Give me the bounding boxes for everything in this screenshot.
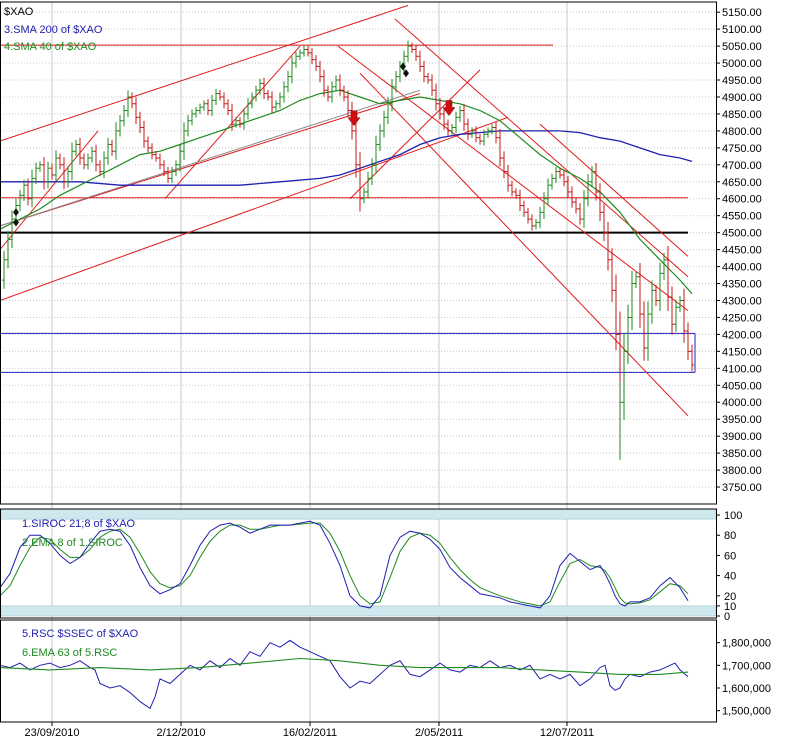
red-trend-line: [394, 18, 689, 278]
rsc-ema-line: [0, 657, 689, 675]
x-axis-tick-label: 16/02/2011: [283, 727, 337, 739]
diamond-marker: [13, 208, 19, 217]
red-trend-line: [0, 4, 409, 142]
siroc-legend-siroc: 1.SIROC 21;8 of $XAO: [22, 518, 136, 530]
siroc-y-tick-label: 20: [724, 591, 736, 603]
siroc-line: [0, 520, 689, 609]
sma40-line: [0, 89, 693, 295]
red-trend-line: [337, 45, 689, 312]
panel-border: [0, 508, 717, 619]
grey-regression-line: [0, 89, 421, 227]
price-y-tick-label: 4950.00: [722, 75, 762, 87]
price-y-tick-label: 4550.00: [722, 211, 762, 223]
diamond-marker: [13, 218, 19, 227]
x-axis-tick-label: 23/09/2010: [24, 727, 79, 739]
price-y-tick-label: 4900.00: [722, 92, 762, 104]
price-y-tick-label: 3800.00: [722, 465, 762, 477]
price-y-tick-label: 5150.00: [722, 7, 762, 19]
x-axis-tick-label: 12/07/2011: [540, 727, 594, 739]
price-y-tick-label: 5050.00: [722, 41, 762, 53]
red-trend-line: [359, 72, 689, 417]
price-y-tick-label: 3750.00: [722, 482, 762, 494]
price-y-tick-label: 4000.00: [722, 397, 762, 409]
panel-border: [0, 619, 717, 723]
price-y-tick-label: 5000.00: [722, 58, 762, 70]
red-trend-line: [0, 116, 509, 301]
siroc-y-tick-label: 60: [724, 550, 736, 562]
rsc-y-tick-label: 1,700,000: [722, 660, 771, 672]
price-y-tick-label: 4050.00: [722, 380, 762, 392]
rsc-y-tick-label: 1,600,000: [722, 683, 771, 695]
siroc-y-tick-label: 0: [724, 611, 730, 623]
price-y-tick-label: 4450.00: [722, 245, 762, 257]
siroc-y-tick-label: 80: [724, 530, 736, 542]
main-legend-sma200: 3.SMA 200 of $XAO: [4, 24, 103, 36]
price-y-tick-label: 3850.00: [722, 448, 762, 460]
rsc-legend-ema: 6.EMA 63 of 5.RSC: [22, 647, 118, 659]
red-trend-line: [0, 93, 421, 227]
siroc-ema-line: [0, 522, 689, 607]
price-y-tick-label: 4400.00: [722, 262, 762, 274]
main-legend-sma40: 4.SMA 40 of $XAO: [4, 41, 97, 53]
oversold-band: [0, 605, 717, 617]
price-y-tick-label: 4300.00: [722, 295, 762, 307]
rsc-legend-rsc: 5.RSC $SSEC of $XAO: [22, 628, 139, 640]
main-legend-ticker: $XAO: [4, 6, 34, 18]
price-y-tick-label: 4750.00: [722, 143, 762, 155]
price-y-tick-label: 3950.00: [722, 414, 762, 426]
sell-arrow-marker: [442, 100, 456, 116]
rsc-y-tick-label: 1,800,000: [722, 638, 771, 650]
diamond-marker: [403, 69, 409, 78]
price-y-tick-label: 4250.00: [722, 312, 762, 324]
price-y-tick-label: 5100.00: [722, 24, 762, 36]
price-y-tick-label: 4800.00: [722, 126, 762, 138]
price-y-tick-label: 4200.00: [722, 329, 762, 341]
price-y-tick-label: 4650.00: [722, 177, 762, 189]
rsc-line: [0, 639, 689, 710]
sell-arrow-marker: [347, 110, 361, 127]
siroc-legend-ema: 2.EMA 8 of 1.SIROC: [22, 537, 123, 549]
siroc-y-tick-label: 100: [724, 510, 742, 522]
price-y-tick-label: 3900.00: [722, 431, 762, 443]
x-axis-tick-label: 2/05/2011: [415, 727, 463, 739]
diamond-marker: [400, 62, 406, 71]
price-y-tick-label: 4850.00: [722, 109, 762, 121]
rsc-y-tick-label: 1,500,000: [722, 706, 771, 718]
red-trend-line: [539, 123, 689, 257]
siroc-y-tick-label: 10: [724, 601, 736, 613]
price-y-tick-label: 4500.00: [722, 228, 762, 240]
price-y-tick-label: 4700.00: [722, 160, 762, 172]
sma200-line: [0, 130, 693, 186]
red-trend-line: [0, 130, 99, 250]
price-y-tick-label: 4600.00: [722, 194, 762, 206]
price-y-tick-label: 4150.00: [722, 346, 762, 358]
panel-border: [0, 1, 717, 505]
siroc-y-tick-label: 40: [724, 571, 736, 583]
price-y-tick-label: 4100.00: [722, 363, 762, 375]
price-y-tick-label: 4350.00: [722, 279, 762, 291]
x-axis-tick-label: 2/12/2010: [157, 727, 206, 739]
